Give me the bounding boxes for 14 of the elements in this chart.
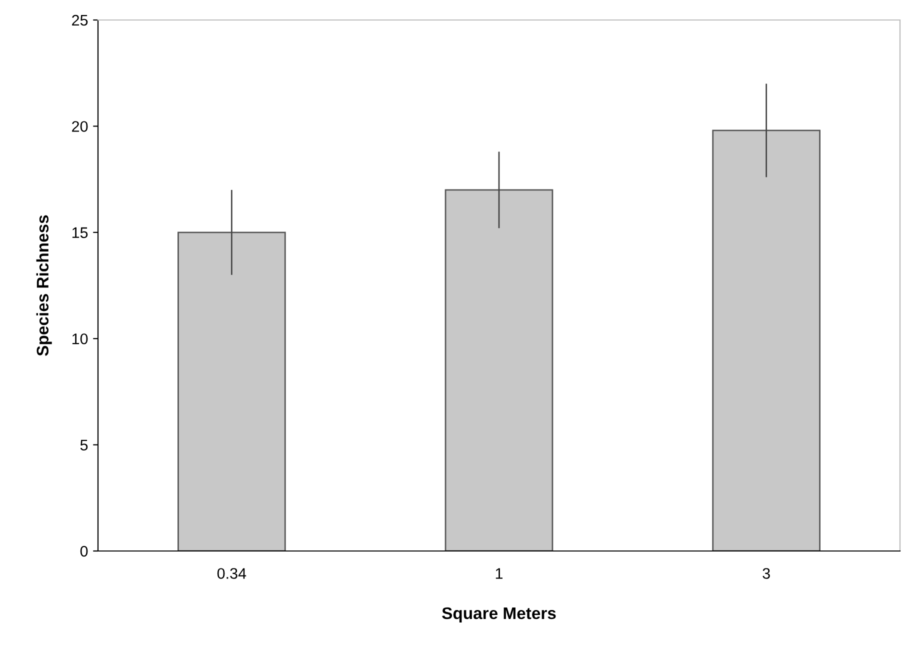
y-tick-label: 0	[80, 546, 88, 557]
bar	[444, 189, 554, 551]
y-tick-label: 25	[72, 14, 88, 26]
x-tick-label: 3	[762, 568, 770, 579]
y-tick-label: 20	[72, 121, 88, 132]
y-axis-title: Species Richness	[36, 215, 52, 356]
y-tick-label: 10	[72, 333, 88, 344]
x-tick-label: 1	[496, 568, 503, 579]
y-tick-label: 5	[80, 440, 88, 450]
y-tick-label: 15	[72, 227, 88, 238]
x-tick-label: 0.34	[217, 568, 246, 579]
bar	[178, 232, 286, 551]
bar	[712, 130, 820, 551]
x-axis-title: Square Meters	[442, 607, 556, 622]
